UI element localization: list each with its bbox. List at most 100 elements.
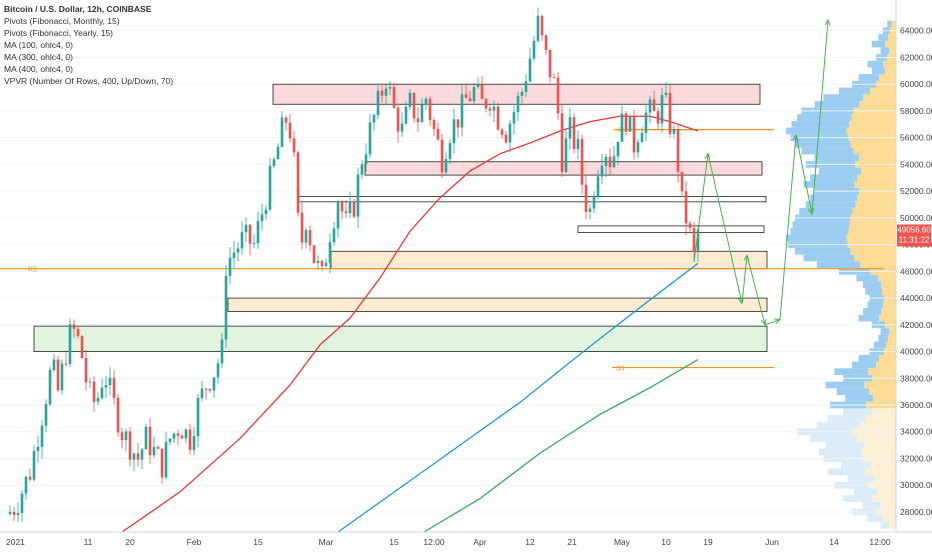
candle-body (280, 117, 284, 147)
candle-body (564, 138, 568, 172)
candle-body (296, 152, 300, 213)
legend-indicator-4: MA (300, ohlc4, 0) (4, 52, 73, 62)
volume-profile-row-up (827, 415, 866, 422)
time-tick-label: Feb (187, 537, 202, 547)
volume-profile-row-up (814, 100, 860, 108)
volume-profile-row-down (854, 181, 896, 188)
volume-profile-row-down (850, 247, 896, 255)
time-tick-label: 12:00 (423, 537, 445, 547)
zone-red (272, 83, 761, 105)
candle-body (560, 113, 564, 172)
volume-profile-row-up (838, 87, 871, 95)
candle-body (496, 106, 500, 130)
volume-profile-row-down (851, 114, 896, 121)
volume-profile-row-down (881, 281, 896, 289)
candle-body (312, 245, 316, 263)
projection-segment (741, 255, 748, 304)
candle-body (468, 98, 472, 102)
legend-indicator-5: MA (400, ohlc4, 0) (4, 64, 73, 74)
volume-profile-row-down (869, 388, 896, 395)
candle-body (384, 88, 388, 96)
time-tick-label: 2021 (6, 537, 25, 547)
candle-body (672, 128, 676, 134)
candle-body (388, 87, 392, 89)
candle-body (116, 397, 120, 433)
candle-body (620, 113, 624, 142)
volume-profile-row-down (874, 475, 896, 482)
candle-body (108, 377, 112, 386)
volume-profile-row-up (863, 501, 882, 509)
candle-body (396, 107, 400, 132)
candle-body (228, 258, 232, 276)
candle-body (536, 15, 540, 41)
volume-profile-row-up (823, 94, 864, 101)
candle-body (292, 138, 296, 153)
candle-body (600, 165, 604, 177)
candle-body (172, 433, 176, 439)
volume-profile-row-up (858, 74, 880, 81)
candle-body (444, 158, 448, 173)
time-tick-label: 14 (829, 537, 839, 547)
volume-profile-row-up (803, 181, 855, 188)
volume-profile-row-down (859, 100, 896, 108)
volume-profile-row-down (863, 94, 896, 101)
candle-body (596, 176, 600, 197)
volume-profile-row-down (870, 87, 896, 95)
candle-body (524, 81, 528, 92)
volume-profile-row-up (825, 381, 865, 389)
zone-orange (330, 250, 768, 270)
volume-profile-row-up (856, 274, 879, 282)
price-tick-label: 30000.00 (900, 480, 932, 490)
candle-body (140, 449, 144, 460)
candles (8, 7, 700, 523)
candle-body (640, 132, 644, 143)
volume-profile-row-down (888, 334, 896, 342)
candle-body (416, 118, 420, 123)
candle-body (604, 156, 608, 166)
candle-body (348, 201, 352, 214)
candle-body (180, 435, 184, 439)
volume-profile-row-up (825, 441, 865, 449)
time-tick-label: 19 (703, 537, 713, 547)
candle-body (572, 117, 576, 149)
candle-body (512, 112, 516, 124)
volume-profile-row-up (845, 394, 874, 402)
zone-green (33, 325, 768, 352)
volume-profile-row-down (865, 468, 896, 476)
legend-title: Bitcoin / U.S. Dollar, 12h, COINBASE (4, 4, 152, 14)
projection-segment (764, 318, 781, 326)
candle-body (324, 262, 328, 267)
volume-profile-row-down (886, 341, 896, 349)
candle-body (676, 128, 680, 172)
volume-profile-row-up (867, 301, 884, 309)
candle-body (264, 209, 268, 215)
volume-profile-row-down (889, 328, 896, 335)
candle-body (76, 328, 80, 337)
time-tick-label: 15 (253, 537, 263, 547)
volume-profile-row-down (889, 47, 896, 55)
volume-profile-row-down (860, 421, 896, 429)
volume-profile-row-up (863, 308, 882, 315)
volume-profile-row-down (864, 441, 896, 449)
candle-body (376, 90, 380, 116)
volume-profile-row-down (864, 381, 896, 389)
volume-profile-row-up (852, 361, 877, 369)
candle-body (344, 211, 348, 214)
pivot-label-r3: R3 (28, 267, 37, 274)
candle-body (92, 381, 96, 402)
candle-body (204, 388, 208, 390)
time-tick-label: 12:00 (869, 537, 891, 547)
projection-segment (779, 134, 797, 320)
volume-profile-row-up (867, 515, 884, 522)
volume-profile-row-down (848, 227, 896, 235)
candle-body (112, 377, 116, 398)
candle-body (352, 201, 356, 217)
candle-body (120, 432, 124, 441)
price-tick-label: 60000.00 (900, 79, 932, 89)
volume-profile-row-up (841, 461, 872, 469)
candle-body (32, 450, 36, 480)
candle-body (688, 223, 692, 229)
volume-profile-row-down (850, 141, 896, 148)
